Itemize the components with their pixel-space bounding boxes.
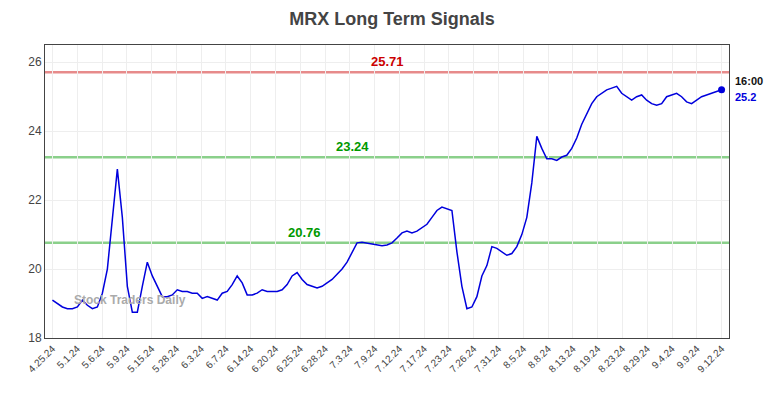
svg-text:24: 24 (28, 124, 42, 138)
svg-text:6.20.24: 6.20.24 (249, 343, 281, 375)
svg-text:7.26.24: 7.26.24 (447, 343, 479, 375)
svg-text:5.15.24: 5.15.24 (125, 343, 157, 375)
svg-text:16:00: 16:00 (735, 75, 763, 87)
svg-text:7.23.24: 7.23.24 (423, 343, 455, 375)
svg-text:MRX Long Term Signals: MRX Long Term Signals (289, 9, 495, 29)
svg-text:7.17.24: 7.17.24 (398, 343, 430, 375)
svg-text:5.6.24: 5.6.24 (80, 343, 108, 371)
svg-text:20.76: 20.76 (288, 225, 321, 240)
svg-text:4.25.24: 4.25.24 (26, 343, 58, 375)
svg-text:8.8.24: 8.8.24 (526, 343, 554, 371)
svg-text:9.12.24: 9.12.24 (695, 343, 727, 375)
svg-text:6.25.24: 6.25.24 (274, 343, 306, 375)
svg-text:25.71: 25.71 (371, 54, 404, 69)
svg-text:Stock Traders Daily: Stock Traders Daily (74, 293, 186, 307)
svg-text:8.23.24: 8.23.24 (596, 343, 628, 375)
svg-text:7.3.24: 7.3.24 (327, 343, 355, 371)
svg-text:23.24: 23.24 (336, 139, 369, 154)
svg-text:6.14.24: 6.14.24 (224, 343, 256, 375)
svg-text:7.9.24: 7.9.24 (352, 343, 380, 371)
svg-text:5.1.24: 5.1.24 (55, 343, 83, 371)
svg-text:18: 18 (28, 331, 42, 345)
svg-text:8.13.24: 8.13.24 (546, 343, 578, 375)
svg-text:6.7.24: 6.7.24 (203, 343, 231, 371)
svg-text:5.28.24: 5.28.24 (150, 343, 182, 375)
svg-text:22: 22 (28, 193, 42, 207)
svg-text:25.2: 25.2 (735, 91, 756, 103)
svg-text:7.12.24: 7.12.24 (373, 343, 405, 375)
svg-text:6.28.24: 6.28.24 (299, 343, 331, 375)
svg-text:8.5.24: 8.5.24 (501, 343, 529, 371)
svg-text:26: 26 (28, 55, 42, 69)
svg-text:9.4.24: 9.4.24 (650, 343, 678, 371)
svg-text:8.29.24: 8.29.24 (621, 343, 653, 375)
svg-text:8.19.24: 8.19.24 (571, 343, 603, 375)
svg-text:5.9.24: 5.9.24 (104, 343, 132, 371)
svg-text:9.9.24: 9.9.24 (674, 343, 702, 371)
svg-text:7.31.24: 7.31.24 (472, 343, 504, 375)
svg-text:20: 20 (28, 262, 42, 276)
svg-text:6.3.24: 6.3.24 (179, 343, 207, 371)
